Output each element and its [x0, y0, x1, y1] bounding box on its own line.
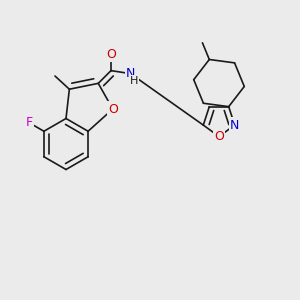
Text: O: O: [108, 103, 118, 116]
Text: N: N: [230, 118, 239, 132]
Text: F: F: [26, 116, 33, 130]
Text: O: O: [214, 130, 224, 143]
Text: O: O: [106, 48, 116, 61]
Text: H: H: [130, 76, 138, 86]
Text: N: N: [126, 67, 135, 80]
